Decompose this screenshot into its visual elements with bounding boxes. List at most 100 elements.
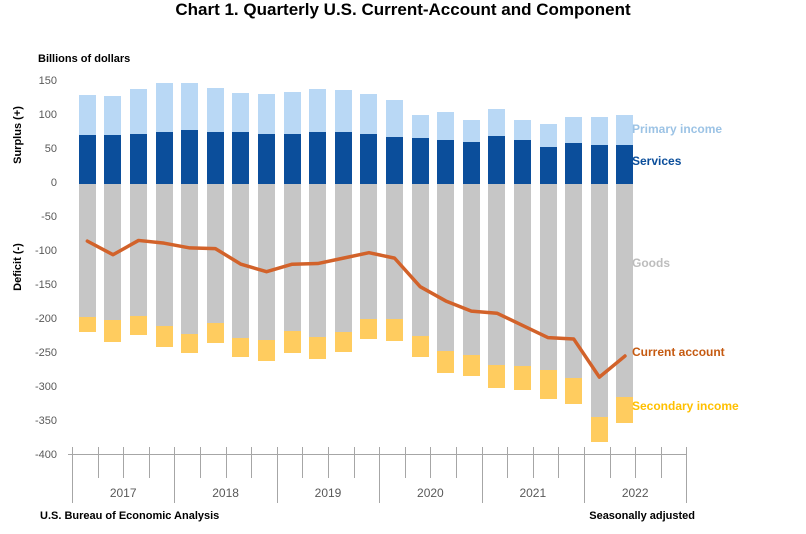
quarter-tick	[532, 447, 534, 478]
quarter-tick	[660, 447, 662, 478]
bar-segment-primary-income	[130, 88, 148, 135]
bar-segment-goods	[104, 184, 122, 320]
bar-segment-goods	[616, 184, 634, 397]
year-label: 2019	[314, 486, 342, 500]
chart-title: Chart 1. Quarterly U.S. Current-Account …	[175, 0, 631, 19]
bar-segment-services	[155, 131, 173, 184]
x-axis-line	[68, 454, 687, 455]
bar-segment-services	[104, 135, 122, 184]
bar-segment-secondary-income	[283, 330, 301, 354]
bar-segment-secondary-income	[309, 337, 327, 359]
bar-segment-goods	[437, 184, 455, 351]
bar-segment-goods	[283, 184, 301, 331]
bar-segment-secondary-income	[411, 336, 429, 358]
bar-segment-services	[565, 143, 583, 184]
year-label: 2020	[417, 486, 444, 500]
bar-segment-primary-income	[488, 109, 506, 137]
year-label: 2022	[621, 486, 649, 500]
bar-segment-goods	[539, 184, 557, 371]
legend-label-secondary-income: Secondary income	[632, 399, 739, 413]
quarter-tick	[635, 447, 637, 478]
bar-segment-services	[514, 139, 532, 184]
y-axis-tick-label: -350	[34, 415, 57, 427]
bar-segment-services	[386, 137, 404, 184]
bar-segment-secondary-income	[334, 332, 352, 352]
bar-segment-goods	[78, 184, 96, 317]
y-axis-tick-label: -400	[34, 449, 57, 461]
y-axis-tick-label: 150	[38, 75, 57, 87]
bar-segment-services	[232, 131, 250, 184]
quarter-tick	[302, 447, 304, 478]
y-axis-tick-label: -50	[41, 211, 57, 223]
bar-segment-secondary-income	[514, 365, 532, 391]
bar-segment-secondary-income	[78, 316, 96, 332]
bar-segment-primary-income	[437, 111, 455, 140]
bar-segment-services	[590, 144, 608, 184]
year-separator-tick	[584, 447, 585, 503]
current-account-line	[85, 238, 627, 379]
year-separator-tick	[686, 447, 688, 503]
bar-segment-primary-income	[565, 117, 583, 144]
year-separator-tick	[276, 447, 278, 503]
bar-segment-services	[462, 141, 480, 184]
bar-segment-services	[539, 147, 557, 184]
bar-segment-secondary-income	[590, 416, 608, 443]
quarter-tick	[328, 447, 329, 478]
y-axis-tick-label: -250	[34, 347, 57, 359]
bar-segment-services	[616, 144, 634, 184]
quarter-tick	[353, 447, 355, 478]
seasonal-adjustment-note: Seasonally adjusted	[589, 510, 695, 522]
year-label: 2018	[212, 486, 239, 500]
bar-segment-primary-income	[78, 94, 96, 136]
bar-segment-services	[411, 137, 429, 184]
year-separator-tick	[72, 447, 73, 503]
y-axis-tick-label: 0	[50, 177, 57, 189]
bar-segment-services	[488, 136, 506, 184]
bar-segment-secondary-income	[488, 364, 506, 388]
source-note: U.S. Bureau of Economic Analysis	[40, 510, 220, 522]
year-label: 2021	[519, 486, 547, 500]
bar-segment-services	[360, 133, 378, 184]
bar-segment-secondary-income	[155, 326, 173, 347]
quarter-tick	[148, 447, 150, 478]
bar-segment-primary-income	[232, 92, 250, 132]
quarter-tick	[609, 447, 611, 478]
bar-segment-goods	[206, 184, 224, 324]
bar-segment-goods	[411, 184, 429, 337]
bar-segment-primary-income	[309, 89, 327, 132]
bar-segment-primary-income	[334, 90, 352, 133]
bar-segment-secondary-income	[462, 354, 480, 377]
legend-label-goods: Goods	[632, 256, 670, 270]
bar-segment-secondary-income	[386, 318, 404, 342]
bar-segment-primary-income	[206, 88, 224, 133]
bar-segment-primary-income	[616, 114, 634, 145]
bar-segment-primary-income	[590, 116, 608, 145]
bar-segment-secondary-income	[565, 377, 583, 404]
quarter-tick	[404, 447, 406, 478]
quarter-tick	[507, 447, 509, 478]
bar-segment-services	[334, 132, 352, 184]
legend-label-primary-income: Primary income	[632, 122, 723, 136]
bar-segment-primary-income	[462, 120, 480, 142]
y-axis-tick-label: -200	[34, 313, 57, 325]
bar-segment-primary-income	[181, 82, 199, 131]
y-axis-tick-label: -150	[34, 279, 57, 291]
bar-segment-goods	[488, 184, 506, 365]
quarter-tick	[430, 447, 432, 478]
bar-segment-services	[258, 134, 276, 184]
bar-segment-secondary-income	[258, 339, 276, 361]
year-separator-tick	[379, 447, 381, 503]
bar-segment-primary-income	[360, 94, 378, 134]
bar-segment-services	[283, 133, 301, 184]
y-axis-tick-label: 50	[44, 143, 57, 155]
quarter-tick	[558, 447, 560, 478]
quarter-tick	[456, 447, 457, 478]
bar-segment-goods	[155, 184, 173, 327]
bar-segment-secondary-income	[130, 315, 148, 335]
bar-segment-secondary-income	[232, 337, 250, 358]
bar-segment-goods	[232, 184, 250, 338]
bar-segment-goods	[181, 184, 199, 334]
year-separator-tick	[174, 447, 176, 503]
bar-segment-primary-income	[539, 124, 557, 148]
